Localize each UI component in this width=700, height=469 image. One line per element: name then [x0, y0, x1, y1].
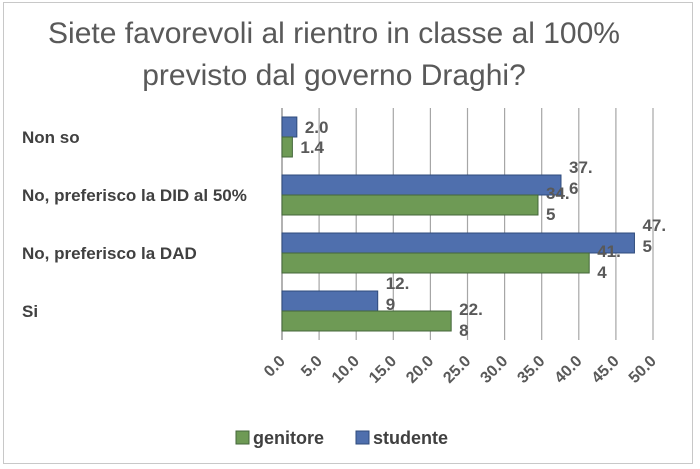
data-label-studente: 2.0	[305, 118, 329, 137]
data-label-studente: 12.	[386, 274, 410, 293]
legend-label-studente: studente	[373, 428, 448, 448]
category-label: Non so	[22, 128, 80, 147]
bar-studente	[281, 232, 635, 254]
x-tick-label: 10.0	[329, 353, 363, 387]
x-tick-label: 5.0	[298, 353, 326, 381]
bar-genitore	[281, 194, 539, 216]
x-tick-label: 40.0	[552, 353, 586, 387]
data-label-genitore: 34.	[546, 184, 570, 203]
data-label-studente: 5	[642, 237, 651, 256]
category-label: No, preferisco la DAD	[22, 244, 197, 263]
x-tick-label: 20.0	[403, 353, 437, 387]
legend-swatch-studente	[355, 430, 370, 445]
x-tick-label: 30.0	[477, 353, 511, 387]
data-label-genitore: 4	[597, 263, 607, 282]
bar-studente	[281, 290, 379, 312]
bar-studente	[281, 116, 298, 138]
x-tick-label: 50.0	[626, 353, 660, 387]
bar-genitore	[281, 136, 293, 158]
category-label: Si	[22, 302, 38, 321]
category-label: No, preferisco la DID al 50%	[22, 186, 247, 205]
data-label-genitore: 1.4	[300, 138, 324, 157]
data-label-studente: 47.	[642, 216, 666, 235]
x-tick-label: 0.0	[261, 353, 289, 381]
data-label-genitore: 5	[546, 205, 555, 224]
bar-genitore	[281, 310, 452, 332]
legend-label-genitore: genitore	[253, 428, 324, 448]
chart-title: Siete favorevoli al rientro in classe al…	[48, 17, 620, 92]
x-tick-label: 25.0	[440, 353, 474, 387]
bar-genitore	[281, 252, 590, 274]
data-label-studente: 6	[569, 179, 578, 198]
data-label-genitore: 22.	[459, 300, 483, 319]
bar-studente	[281, 174, 562, 196]
x-tick-label: 15.0	[366, 353, 400, 387]
legend-swatch-genitore	[235, 430, 250, 445]
data-label-studente: 37.	[569, 158, 593, 177]
data-label-genitore: 8	[459, 321, 468, 340]
x-tick-label: 45.0	[589, 353, 623, 387]
x-tick-label: 35.0	[514, 353, 548, 387]
data-label-genitore: 41.	[597, 242, 621, 261]
data-label-studente: 9	[386, 295, 395, 314]
